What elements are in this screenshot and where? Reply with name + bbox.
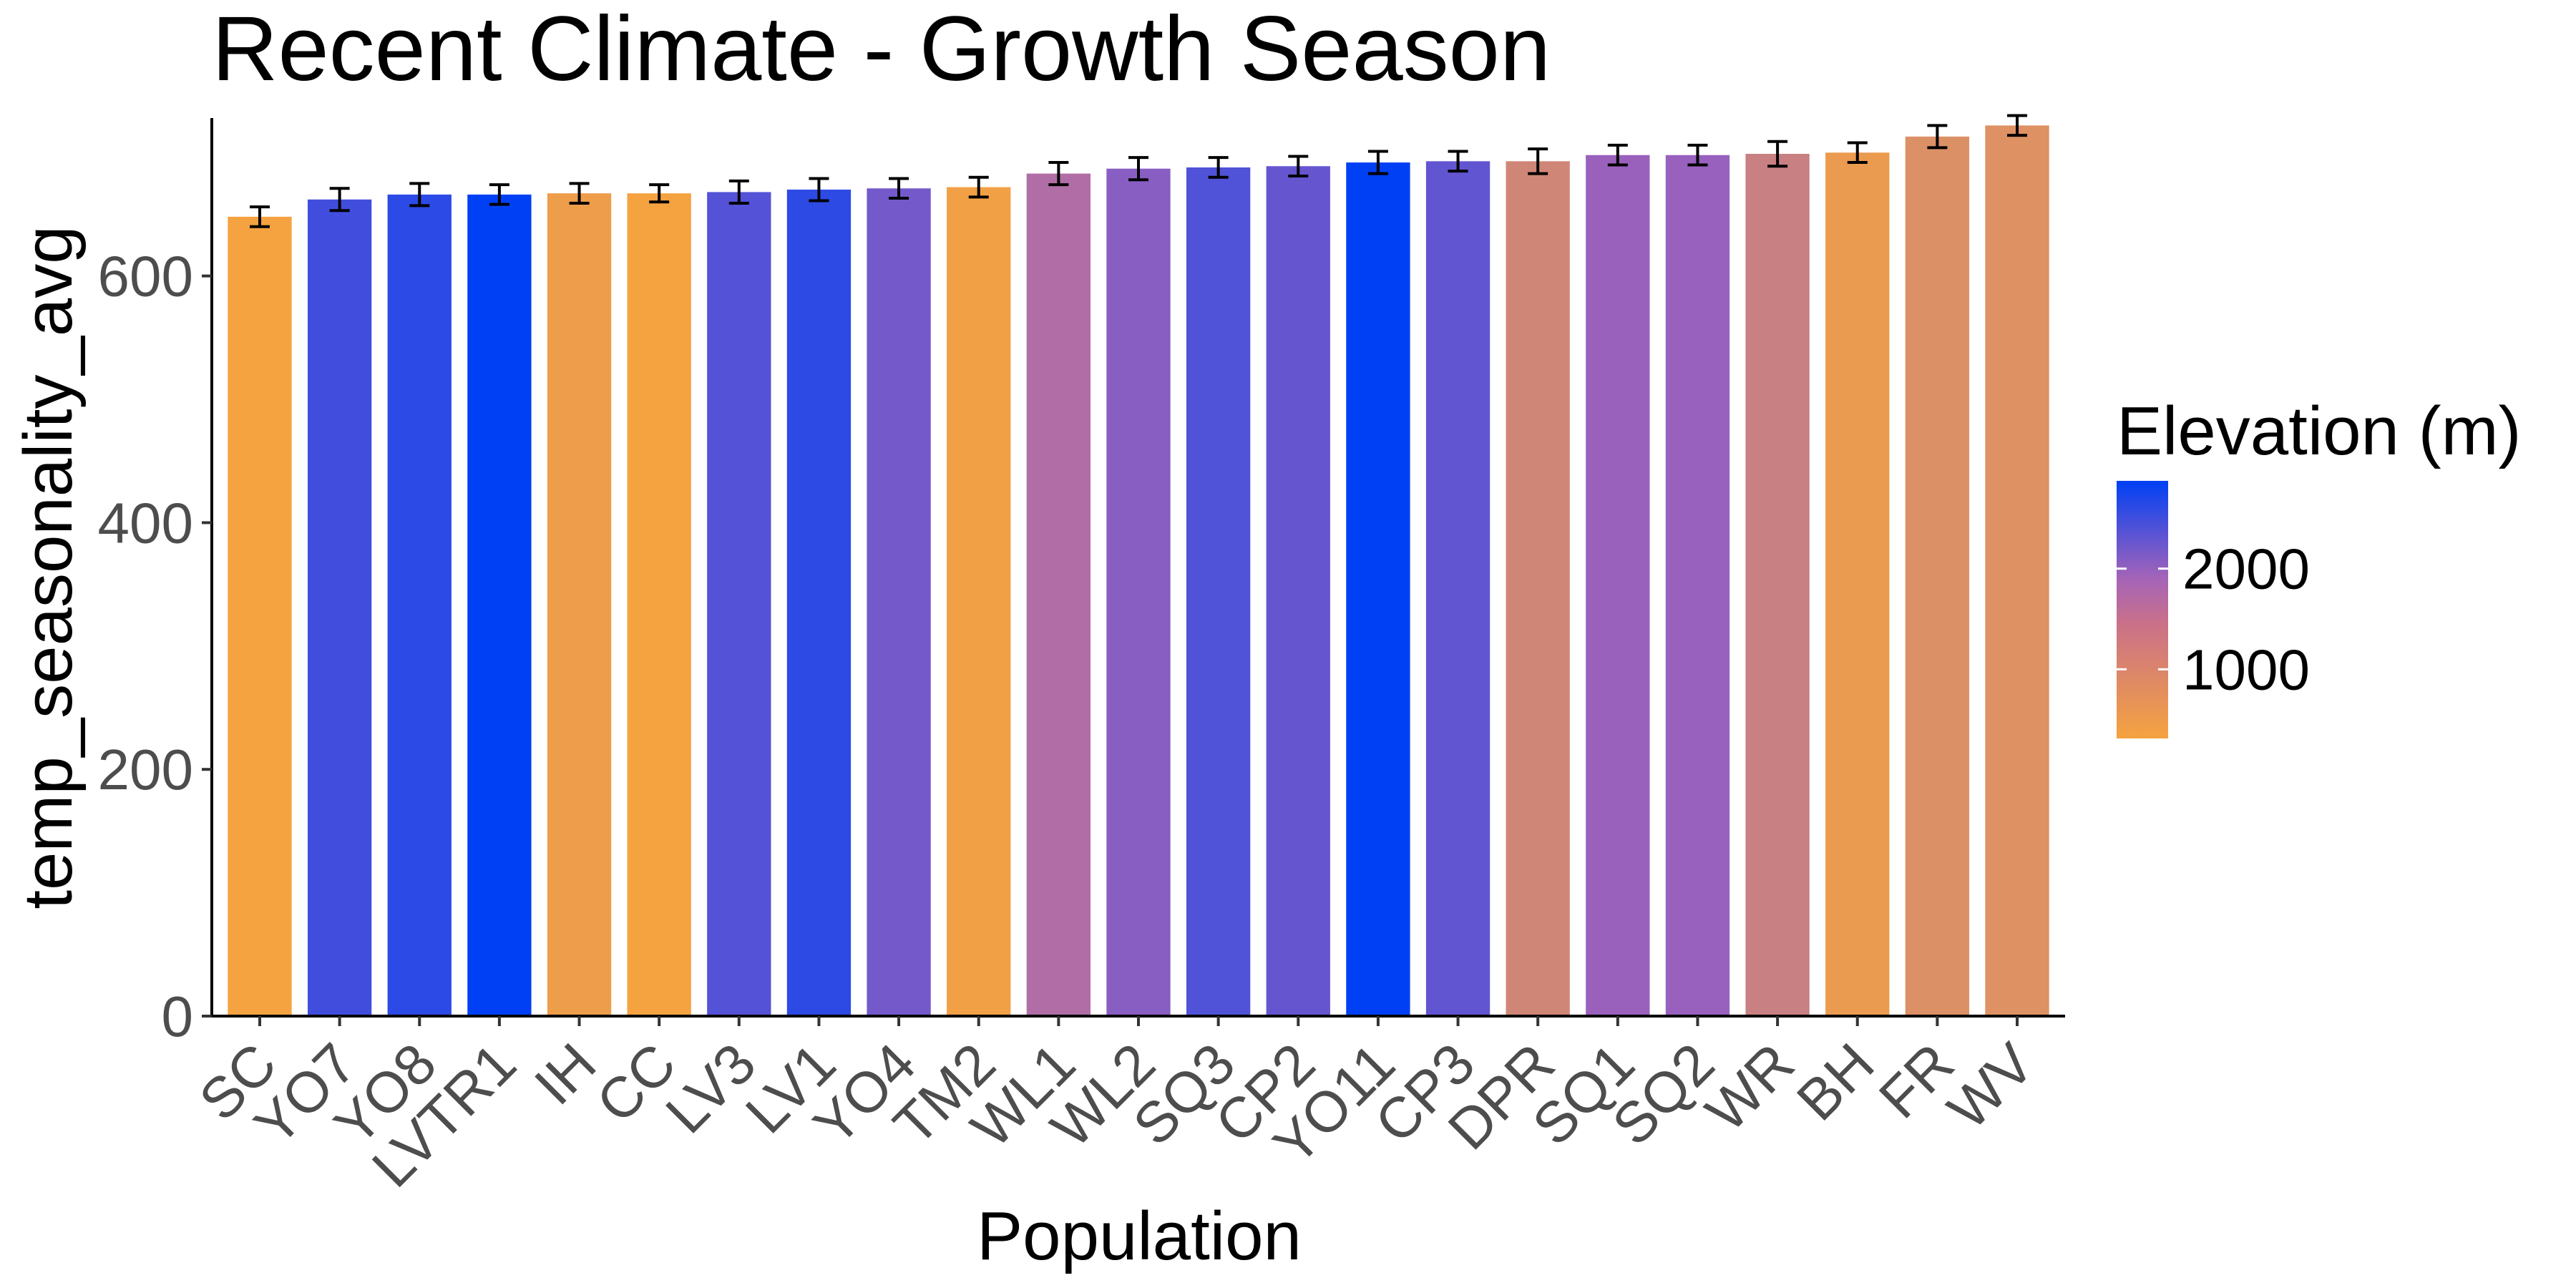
bar-CC xyxy=(627,193,691,1016)
bar-YO8 xyxy=(387,194,452,1017)
bar-LV1 xyxy=(786,189,852,1016)
legend-ticks: 1000 2000 xyxy=(2117,537,2310,701)
bar-SQ1 xyxy=(1586,155,1650,1016)
bar-FR xyxy=(1905,136,1970,1016)
error-bar-WL2 xyxy=(1128,156,1148,182)
error-bar-WV xyxy=(2007,114,2028,137)
x-axis-title: Population xyxy=(977,1198,1302,1274)
error-bar-BH xyxy=(1847,141,1868,165)
error-bar-WR xyxy=(1767,140,1788,168)
bar-LV3 xyxy=(707,192,771,1016)
bar-BH xyxy=(1825,152,1890,1016)
bar-TM2 xyxy=(947,187,1011,1016)
error-bar-DPR xyxy=(1528,147,1548,175)
legend: Elevation (m) 1000 2000 xyxy=(2117,393,2522,738)
y-tick-label: 600 xyxy=(98,245,193,308)
error-bar-SQ1 xyxy=(1607,143,1628,167)
bar-IH xyxy=(547,193,612,1016)
error-bar-LVTR1 xyxy=(489,183,509,206)
bar-CP3 xyxy=(1425,161,1491,1016)
bar-WR xyxy=(1745,153,1810,1016)
bar-WV xyxy=(1985,125,2049,1017)
y-tick-label: 400 xyxy=(98,491,193,555)
bar-SC xyxy=(228,216,292,1016)
bar-SQ3 xyxy=(1186,167,1251,1016)
x-tick-label: WV xyxy=(1936,1031,2046,1142)
error-bar-YO7 xyxy=(329,187,350,213)
bar-WL1 xyxy=(1026,173,1091,1016)
legend-tick-label: 1000 xyxy=(2182,638,2310,701)
bar-DPR xyxy=(1506,161,1570,1016)
error-bar-YO11 xyxy=(1367,150,1388,175)
legend-tick-label: 2000 xyxy=(2182,537,2310,601)
y-axis-ticks: 0 200 400 600 xyxy=(98,245,212,1048)
bar-SQ2 xyxy=(1665,155,1730,1016)
legend-title: Elevation (m) xyxy=(2117,393,2522,469)
bar-YO7 xyxy=(307,199,372,1016)
error-bar-YO8 xyxy=(409,182,430,208)
error-bar-CC xyxy=(649,183,670,204)
bar-WL2 xyxy=(1106,168,1171,1017)
error-bar-SQ3 xyxy=(1208,156,1229,179)
bar-LVTR1 xyxy=(467,194,532,1017)
y-axis-title: temp_seasonality_avg xyxy=(10,225,87,909)
error-bar-CP3 xyxy=(1448,150,1468,173)
error-bar-CP2 xyxy=(1288,155,1309,178)
y-tick-label: 200 xyxy=(98,738,193,801)
error-bar-YO4 xyxy=(889,177,909,200)
x-axis-ticks: SCYO7YO8LVTR1IHCCLV3LV1YO4TM2WL1WL2SQ3CP… xyxy=(187,1016,2046,1199)
legend-colorbar xyxy=(2117,481,2168,738)
bar-CP2 xyxy=(1266,166,1330,1016)
error-bar-LV3 xyxy=(728,179,749,205)
y-tick-label: 0 xyxy=(162,985,194,1048)
plot-area xyxy=(228,114,2049,1017)
error-bar-WL1 xyxy=(1048,161,1069,187)
x-tick-label: IH xyxy=(522,1031,608,1117)
error-bar-FR xyxy=(1927,124,1948,150)
error-bar-TM2 xyxy=(968,175,989,199)
bar-YO4 xyxy=(867,188,931,1017)
bar-YO11 xyxy=(1346,162,1410,1017)
error-bar-SQ2 xyxy=(1687,143,1708,167)
error-bar-SC xyxy=(249,205,270,228)
error-bar-LV1 xyxy=(809,177,829,203)
chart-title: Recent Climate - Growth Season xyxy=(212,0,1551,100)
error-bar-IH xyxy=(569,182,590,205)
